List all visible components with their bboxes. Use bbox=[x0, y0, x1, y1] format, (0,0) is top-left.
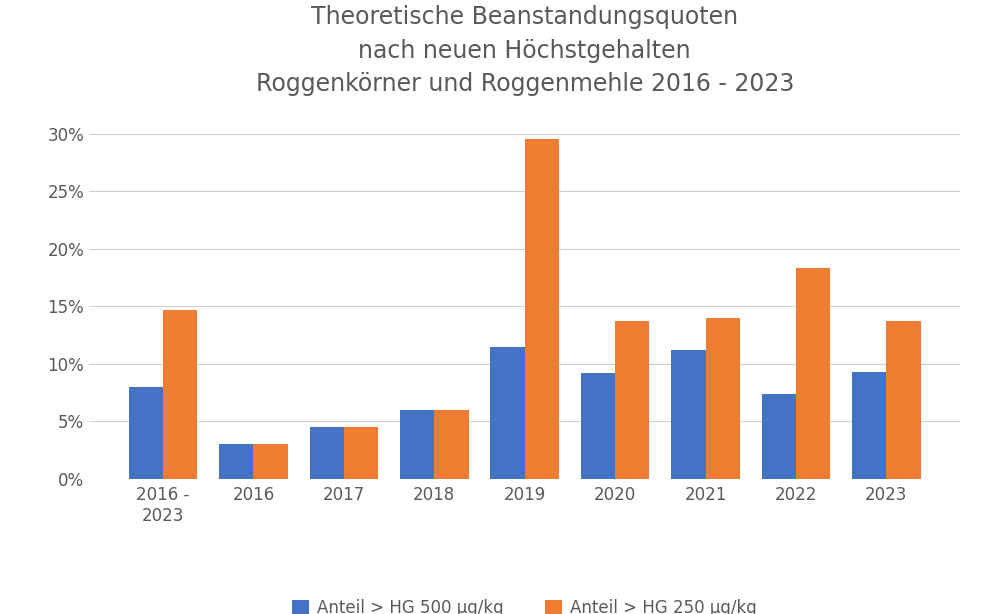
Bar bbox=[344, 427, 378, 479]
Legend: Anteil > HG 500 µg/kg, Anteil > HG 250 µg/kg: Anteil > HG 500 µg/kg, Anteil > HG 250 µ… bbox=[284, 591, 765, 614]
Bar bbox=[761, 394, 796, 479]
Bar bbox=[886, 321, 921, 479]
Bar bbox=[671, 350, 706, 479]
Bar bbox=[581, 373, 615, 479]
Bar bbox=[435, 410, 468, 479]
Bar bbox=[219, 445, 253, 479]
Bar bbox=[490, 346, 525, 479]
Bar bbox=[706, 318, 740, 479]
Bar bbox=[163, 309, 197, 479]
Bar bbox=[615, 321, 649, 479]
Bar bbox=[310, 427, 344, 479]
Bar bbox=[796, 268, 831, 479]
Bar bbox=[525, 139, 559, 479]
Bar bbox=[253, 445, 288, 479]
Bar bbox=[852, 372, 886, 479]
Bar bbox=[400, 410, 435, 479]
Title: Theoretische Beanstandungsquoten
nach neuen Höchstgehalten
Roggenkörner und Rogg: Theoretische Beanstandungsquoten nach ne… bbox=[255, 5, 794, 96]
Bar bbox=[129, 387, 163, 479]
